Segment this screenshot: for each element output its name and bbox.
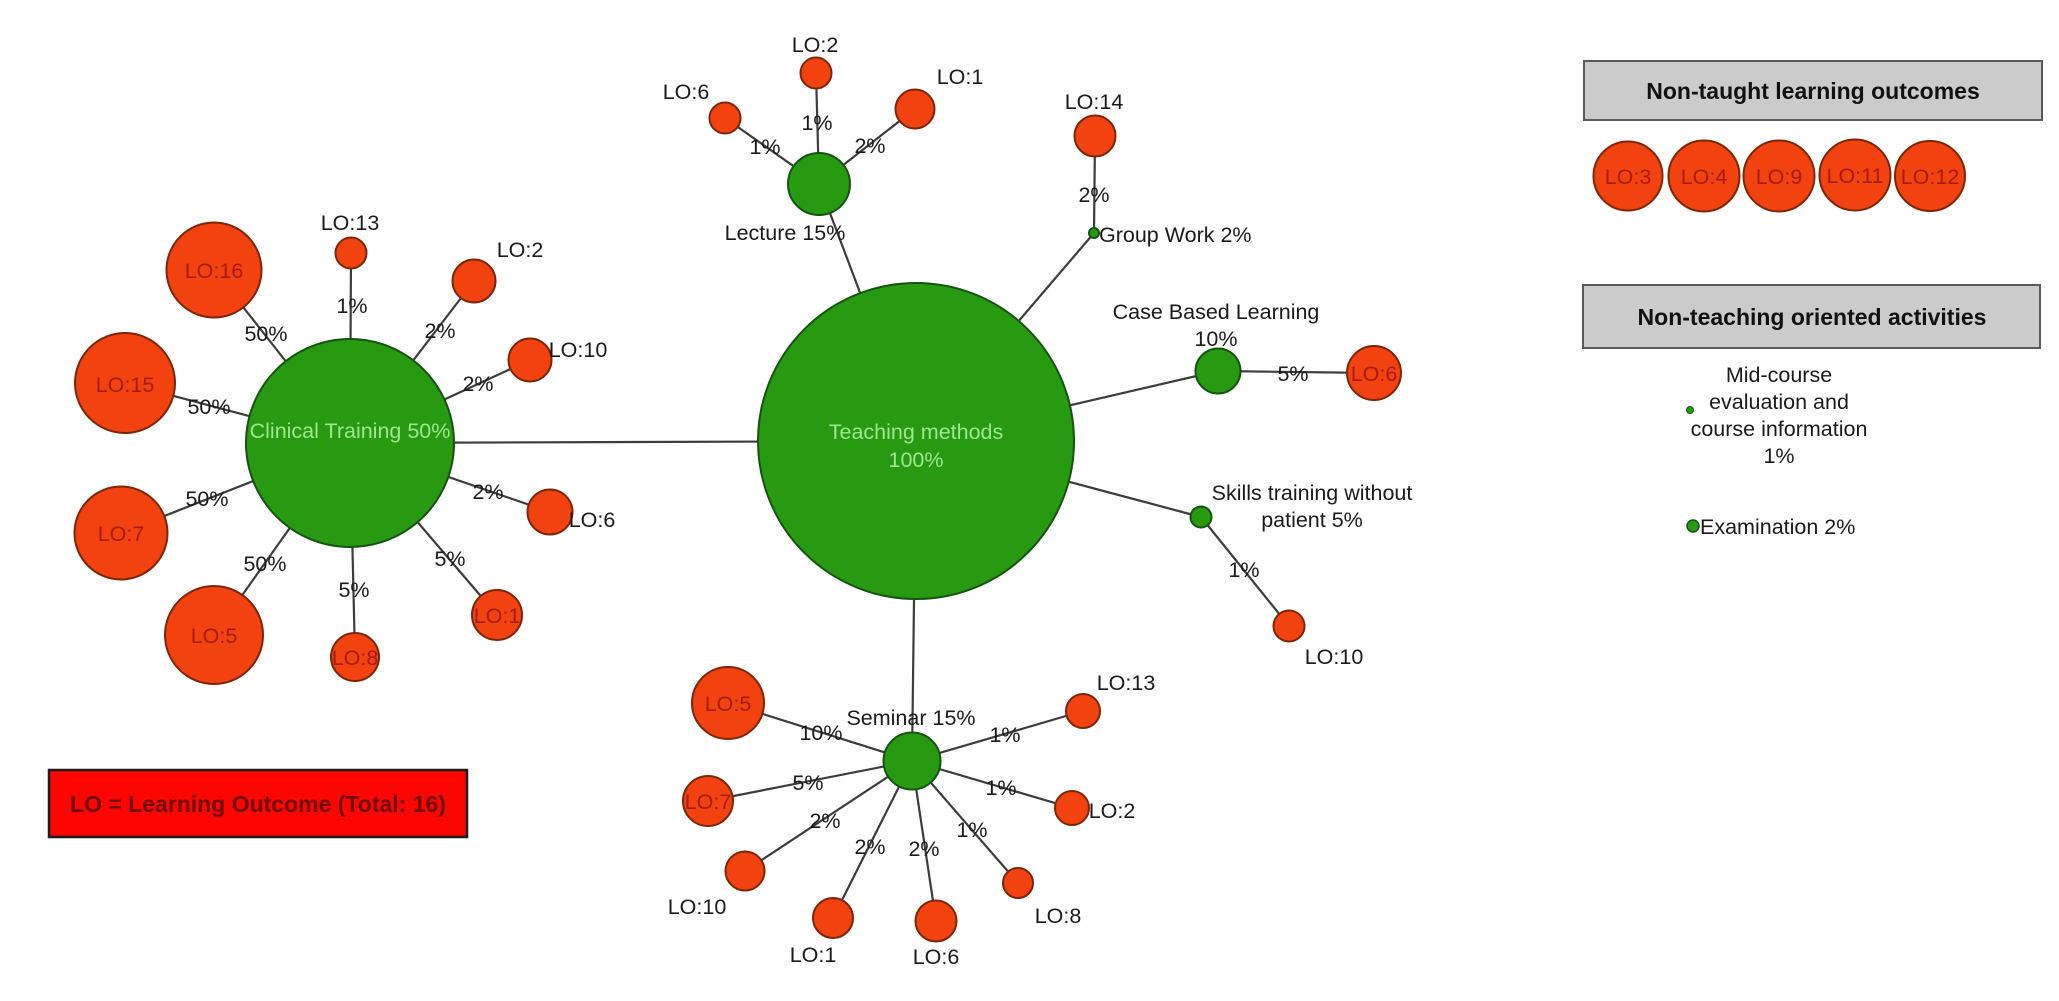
svg-text:50%: 50% <box>243 552 286 576</box>
svg-text:LO:6: LO:6 <box>1351 362 1398 386</box>
svg-text:LO:6: LO:6 <box>663 80 710 104</box>
svg-text:5%: 5% <box>434 547 465 571</box>
svg-text:5%: 5% <box>1277 362 1308 386</box>
svg-text:LO:11: LO:11 <box>1827 164 1884 188</box>
svg-text:1%: 1% <box>1763 444 1794 468</box>
svg-text:Teaching methods: Teaching methods <box>829 420 1004 444</box>
svg-text:1%: 1% <box>1228 558 1259 582</box>
svg-text:LO:1: LO:1 <box>937 65 984 89</box>
svg-text:2%: 2% <box>472 480 503 504</box>
svg-text:50%: 50% <box>244 322 287 346</box>
svg-text:patient 5%: patient 5% <box>1261 508 1363 532</box>
svg-text:LO:7: LO:7 <box>98 522 145 546</box>
svg-text:LO:15: LO:15 <box>96 373 155 397</box>
svg-text:LO:10: LO:10 <box>549 338 608 362</box>
svg-text:LO:8: LO:8 <box>1035 904 1082 928</box>
svg-text:LO:10: LO:10 <box>668 895 727 919</box>
svg-text:2%: 2% <box>854 835 885 859</box>
svg-text:LO:9: LO:9 <box>1756 165 1803 189</box>
svg-text:LO:12: LO:12 <box>1901 165 1960 189</box>
svg-text:LO:2: LO:2 <box>497 238 544 262</box>
svg-text:1%: 1% <box>985 776 1016 800</box>
svg-text:50%: 50% <box>187 395 230 419</box>
svg-text:5%: 5% <box>338 578 369 602</box>
svg-text:2%: 2% <box>908 837 939 861</box>
svg-text:1%: 1% <box>989 723 1020 747</box>
svg-text:5%: 5% <box>792 771 823 795</box>
svg-text:10%: 10% <box>799 721 842 745</box>
svg-text:LO:4: LO:4 <box>1681 165 1728 189</box>
svg-text:2%: 2% <box>1078 183 1109 207</box>
svg-text:1%: 1% <box>336 294 367 318</box>
svg-text:LO:6: LO:6 <box>569 508 616 532</box>
svg-text:LO:14: LO:14 <box>1065 90 1124 114</box>
svg-text:LO:1: LO:1 <box>790 943 837 967</box>
svg-text:LO:2: LO:2 <box>1089 799 1136 823</box>
svg-text:Case Based Learning: Case Based Learning <box>1113 300 1320 324</box>
svg-text:LO = Learning Outcome (Total:: LO = Learning Outcome (Total: 16) <box>70 791 446 817</box>
svg-text:LO:3: LO:3 <box>1605 165 1652 189</box>
svg-text:LO:13: LO:13 <box>1097 671 1156 695</box>
svg-text:2%: 2% <box>854 134 885 158</box>
svg-text:Lecture 15%: Lecture 15% <box>725 221 846 245</box>
svg-text:LO:10: LO:10 <box>1305 645 1364 669</box>
svg-text:Non-teaching oriented activiti: Non-teaching oriented activities <box>1638 304 1987 330</box>
svg-text:Seminar 15%: Seminar 15% <box>846 706 975 730</box>
svg-text:Skills training without: Skills training without <box>1212 481 1413 505</box>
svg-text:LO:5: LO:5 <box>191 624 238 648</box>
svg-text:Non-taught learning outcomes: Non-taught learning outcomes <box>1646 78 1980 104</box>
svg-text:LO:8: LO:8 <box>332 646 379 670</box>
svg-text:2%: 2% <box>462 372 493 396</box>
svg-text:1%: 1% <box>956 818 987 842</box>
svg-text:100%: 100% <box>889 448 944 472</box>
svg-text:LO:7: LO:7 <box>685 790 732 814</box>
svg-text:1%: 1% <box>801 111 832 135</box>
svg-text:2%: 2% <box>424 319 455 343</box>
svg-text:Examination 2%: Examination 2% <box>1700 515 1855 539</box>
svg-text:LO:1: LO:1 <box>474 604 521 628</box>
svg-text:10%: 10% <box>1194 327 1237 351</box>
svg-text:Group Work 2%: Group Work 2% <box>1099 223 1252 247</box>
svg-text:LO:13: LO:13 <box>321 211 380 235</box>
svg-text:LO:2: LO:2 <box>792 33 839 57</box>
svg-text:1%: 1% <box>749 135 780 159</box>
svg-text:Mid-course: Mid-course <box>1726 363 1832 387</box>
svg-text:course information: course information <box>1691 417 1868 441</box>
svg-text:LO:6: LO:6 <box>913 945 960 969</box>
svg-text:LO:5: LO:5 <box>705 692 752 716</box>
svg-text:LO:16: LO:16 <box>185 259 244 283</box>
svg-text:50%: 50% <box>185 487 228 511</box>
svg-text:Clinical Training 50%: Clinical Training 50% <box>250 419 451 443</box>
svg-text:2%: 2% <box>809 809 840 833</box>
svg-text:evaluation and: evaluation and <box>1709 390 1849 414</box>
